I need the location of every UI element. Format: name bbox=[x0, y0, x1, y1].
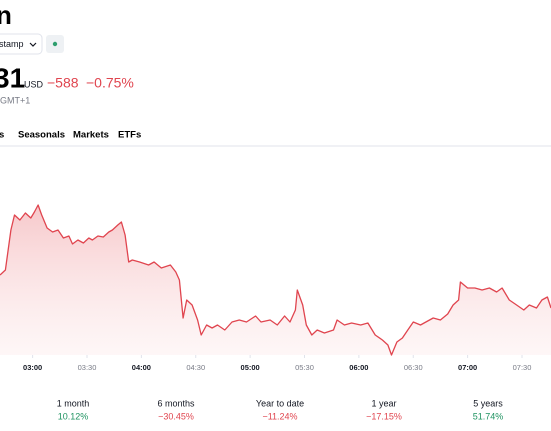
x-tick-label: 04:30 bbox=[186, 363, 205, 372]
period-label: 6 months bbox=[157, 398, 195, 408]
area-fill bbox=[0, 205, 551, 355]
price-line bbox=[0, 204, 551, 356]
tab[interactable]: Markets bbox=[73, 130, 109, 141]
exchange-label: stamp bbox=[0, 39, 24, 49]
price: 31 bbox=[0, 62, 25, 93]
status-dot bbox=[52, 41, 58, 47]
x-tick-label: 07:30 bbox=[513, 363, 532, 372]
x-tick-label: 05:00 bbox=[241, 363, 260, 372]
period-label: 1 year bbox=[371, 398, 396, 408]
x-tick-label: 06:30 bbox=[404, 363, 423, 372]
period-value: −30.45% bbox=[158, 411, 194, 421]
currency: USD bbox=[24, 79, 44, 89]
plot: 03:00 03:30 04:00 04:30 05:00 05:30 06:00 06:30… bbox=[0, 204, 551, 372]
x-tick-label: 03:30 bbox=[78, 363, 97, 372]
chevron bbox=[29, 42, 37, 47]
period-value: 51.74% bbox=[473, 411, 504, 421]
tab[interactable]: Seasonals bbox=[18, 130, 65, 141]
price-change: −588 bbox=[47, 75, 79, 91]
x-tick-label: 06:00 bbox=[349, 363, 368, 372]
period-value: −11.24% bbox=[262, 411, 297, 421]
period-value: 10.12% bbox=[58, 411, 89, 421]
price-change-percent: −0.75% bbox=[86, 75, 134, 91]
x-tick-label: 03:00 bbox=[23, 363, 42, 372]
period-value: −17.15% bbox=[366, 411, 402, 421]
performance-row: 1 month 10.12% 6 months −30.45% Year to date… bbox=[57, 398, 504, 421]
period-label: 1 month bbox=[57, 398, 90, 408]
period-label: 5 years bbox=[473, 398, 503, 408]
symbol-title: n bbox=[0, 0, 12, 30]
tab[interactable]: s bbox=[0, 130, 4, 141]
tab[interactable]: ETFs bbox=[118, 130, 141, 141]
x-tick-label: 04:00 bbox=[132, 363, 151, 372]
x-tick-label: 05:30 bbox=[295, 363, 314, 372]
x-tick-label: 07:00 bbox=[458, 363, 477, 372]
period-label: Year to date bbox=[256, 398, 304, 408]
exchange-dropdown[interactable] bbox=[0, 33, 43, 55]
timezone: GMT+1 bbox=[0, 95, 30, 105]
